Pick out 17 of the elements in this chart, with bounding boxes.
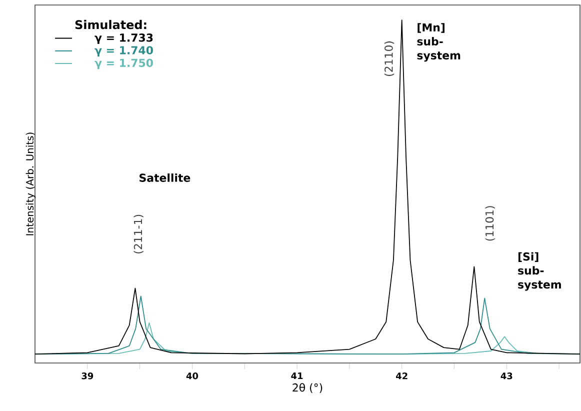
x-tick-label: 41 [291, 372, 303, 380]
annotation: (2110) [384, 41, 394, 76]
y-axis-title: Intensity (Arb. Units) [26, 132, 36, 236]
annotation: (211-1) [134, 214, 144, 254]
legend-label: γ = 1.733 [94, 33, 153, 44]
annotation: Satellite [140, 173, 190, 182]
x-axis-title: 2θ (°) [292, 383, 322, 393]
legend-title: Simulated: [75, 20, 146, 30]
x-tick-label: 43 [500, 372, 512, 380]
legend-label: γ = 1.740 [94, 46, 153, 57]
x-tick-label: 42 [396, 372, 408, 380]
annotation: [Mn] sub-system [417, 23, 460, 62]
legend-label: γ = 1.750 [94, 58, 153, 70]
x-tick-label: 40 [186, 372, 198, 380]
annotation: [Si] sub-system [518, 252, 561, 291]
x-tick-label: 39 [82, 372, 94, 380]
annotation: (1101) [485, 206, 495, 241]
